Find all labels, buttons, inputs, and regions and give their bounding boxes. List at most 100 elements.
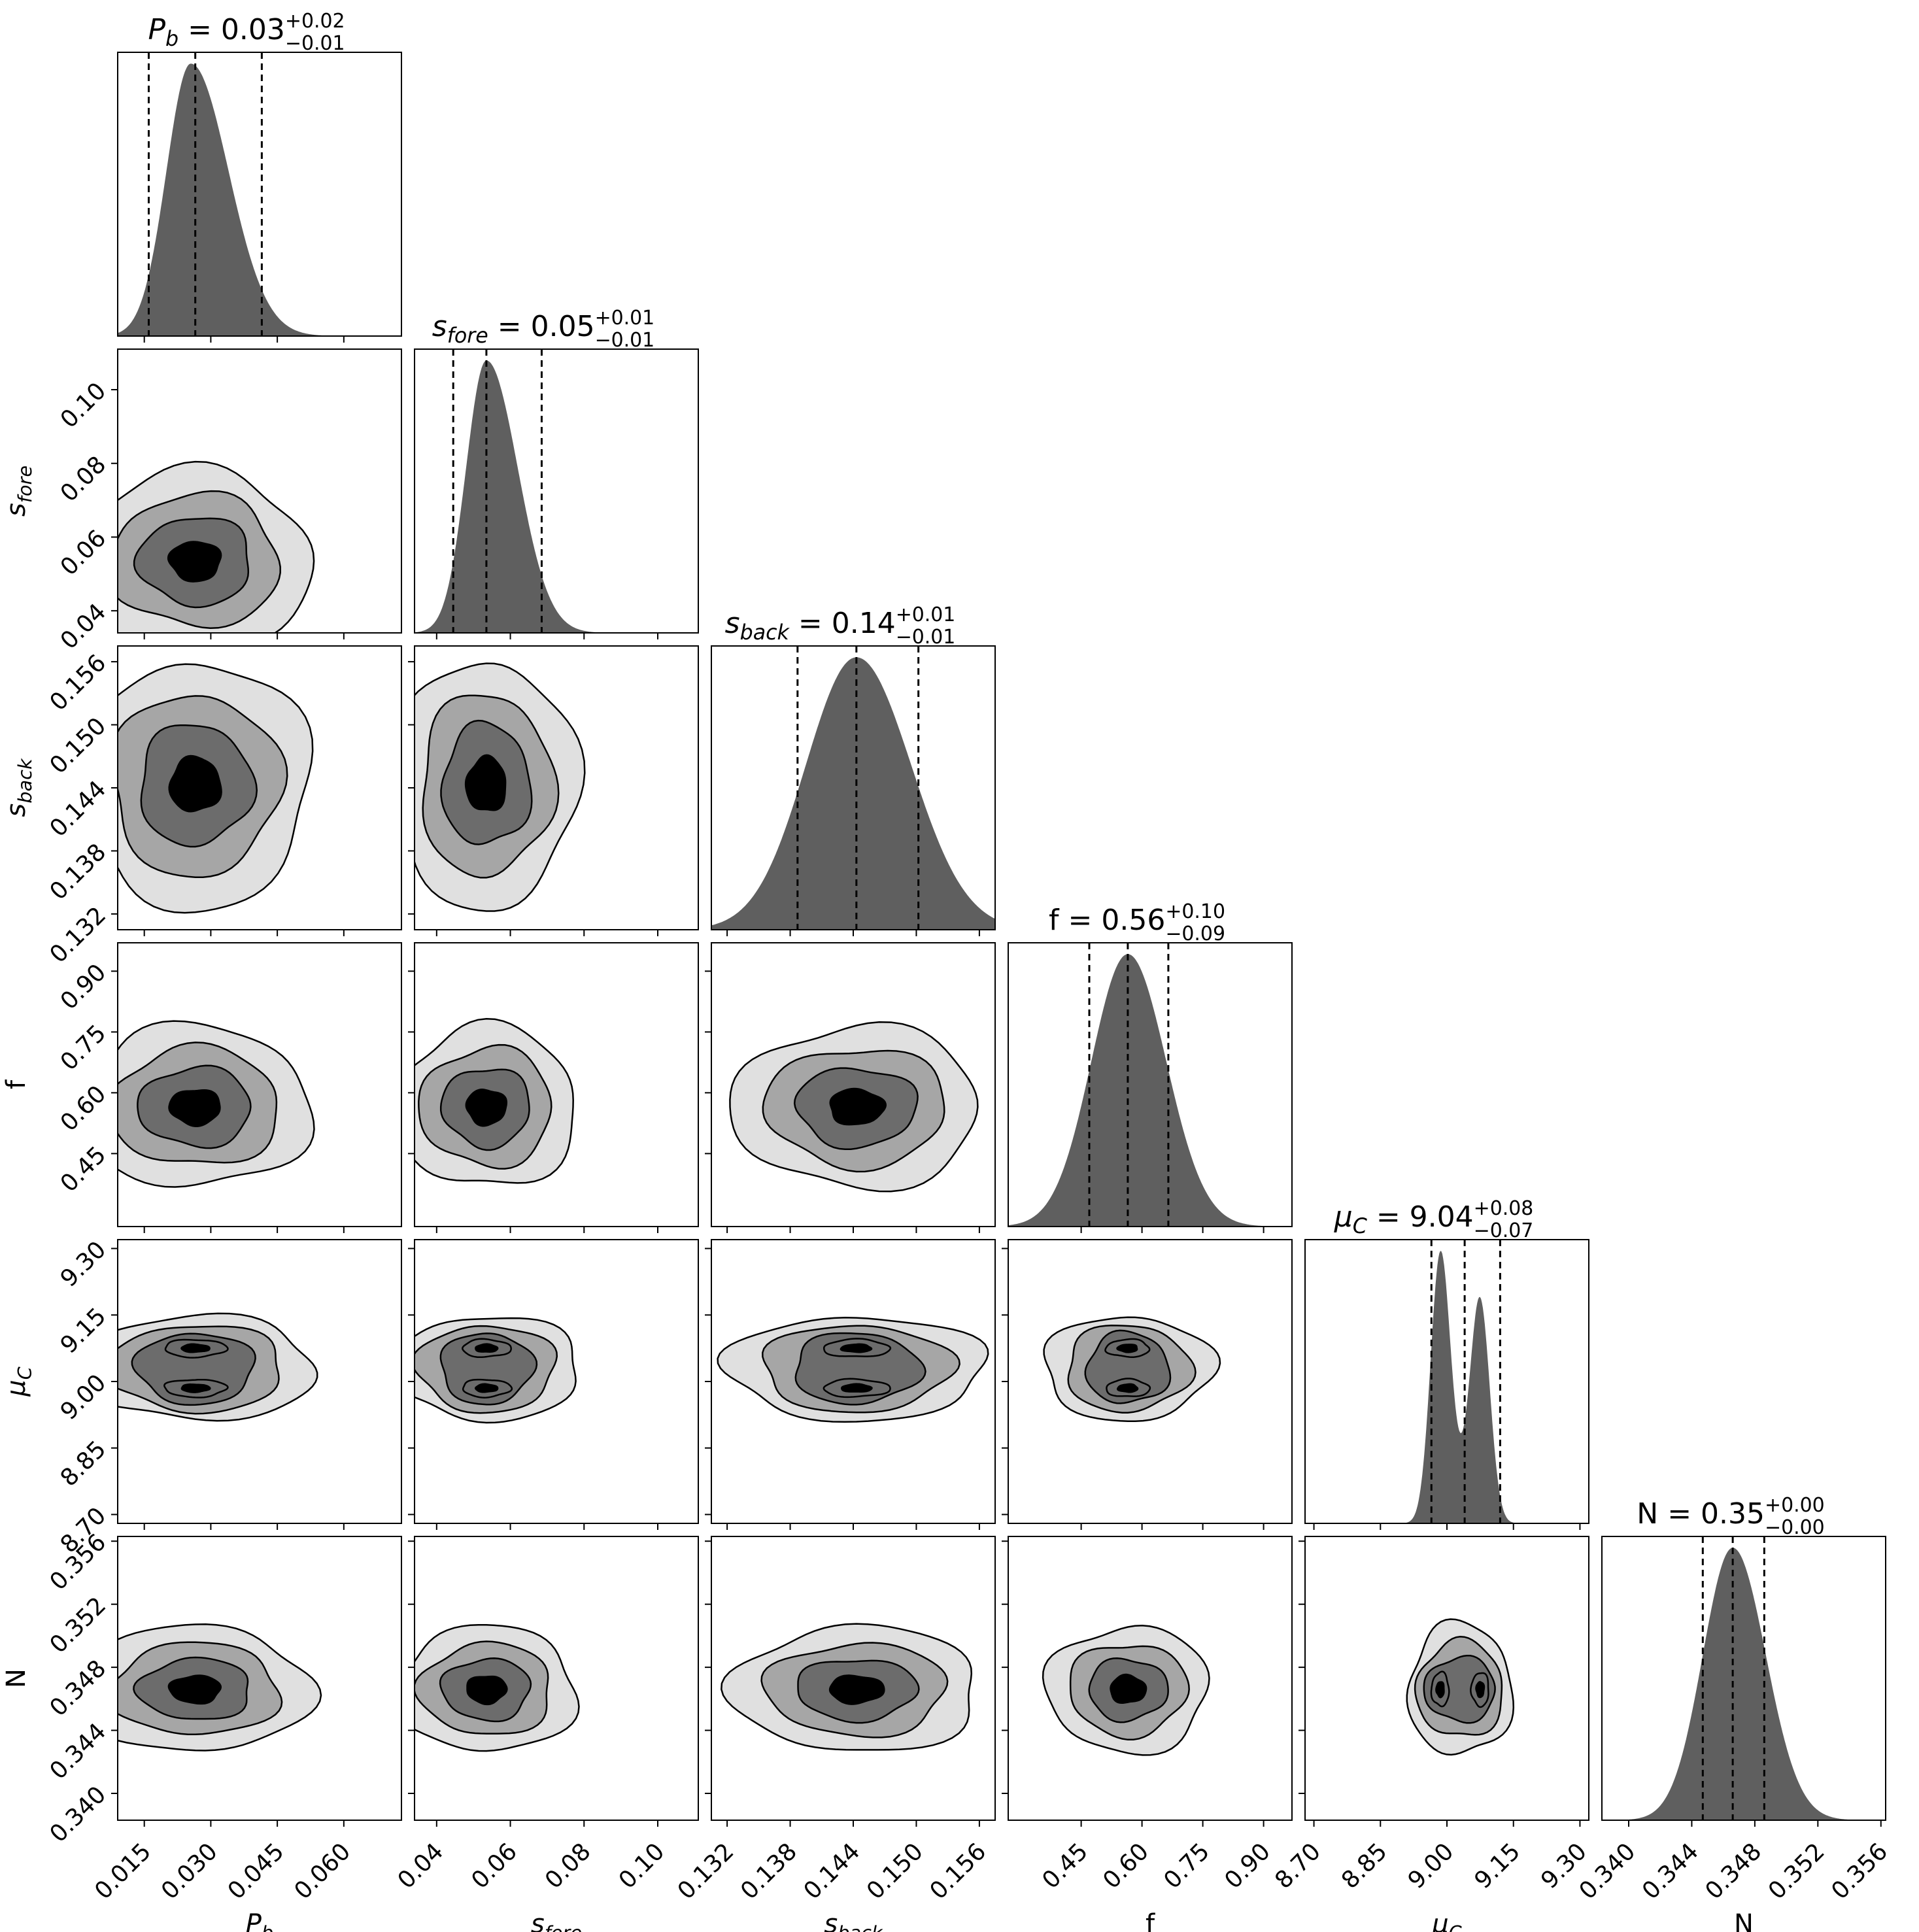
panel-frame: [117, 52, 402, 337]
x-tick-label-muC: 8.70: [1270, 1838, 1326, 1894]
x-tick-label-Pb: 0.015: [90, 1838, 156, 1905]
contour-peak-1: [840, 1343, 873, 1353]
y-tick-label-N: 0.352: [44, 1592, 111, 1659]
contour-peak-0: [1435, 1681, 1445, 1699]
contour-peak-0: [475, 1383, 499, 1393]
panel-frame: [1008, 1536, 1293, 1821]
contour-peak-1: [1475, 1681, 1486, 1699]
hist-N: [1602, 1548, 1886, 1820]
x-tick-label-sback: 0.156: [925, 1838, 991, 1905]
y-tick-label-f: 0.45: [56, 1142, 112, 1198]
y-tick-label-N: 0.344: [44, 1718, 111, 1785]
contour-panel-sback-muC: [717, 1317, 989, 1423]
hist-muC: [1305, 1251, 1589, 1523]
hist-sfore: [415, 360, 698, 633]
title-minus-N: −0.00: [1765, 1516, 1825, 1539]
hist-sback: [711, 657, 995, 930]
x-axis-label-f: f: [1146, 1909, 1155, 1932]
x-tick-label-sback: 0.144: [799, 1838, 866, 1905]
x-tick-label-f: 0.45: [1037, 1838, 1093, 1894]
contour-peak-0: [841, 1383, 873, 1393]
contour-panel-sfore-N: [415, 1623, 580, 1752]
hist-panel-sback: [711, 646, 995, 930]
title-f: f = 0.56+0.10: [1049, 900, 1225, 937]
title-minus-Pb: −0.01: [285, 32, 345, 55]
contour-panel-sfore-muC: [415, 1317, 577, 1424]
y-axis-label-muC: μC: [1, 1366, 36, 1397]
y-tick-label-sfore: 0.04: [56, 599, 112, 655]
y-tick-label-N: 0.340: [44, 1781, 111, 1848]
contour-peak-1: [180, 1343, 211, 1353]
x-axis-label-muC: μC: [1431, 1909, 1462, 1932]
y-tick-label-muC: 9.00: [56, 1369, 112, 1425]
x-tick-label-sback: 0.138: [736, 1838, 802, 1905]
title-sfore: sfore = 0.05+0.01: [432, 307, 654, 348]
title-minus-f: −0.09: [1165, 923, 1225, 945]
x-tick-label-sback: 0.132: [673, 1838, 739, 1905]
contour-panel-Pb-N: [118, 1623, 322, 1752]
x-tick-label-Pb: 0.030: [156, 1838, 223, 1905]
y-axis-label-N: N: [1, 1669, 31, 1688]
x-tick-label-Pb: 0.060: [289, 1838, 356, 1905]
contour-4: [464, 754, 507, 811]
x-tick-label-muC: 8.85: [1336, 1838, 1393, 1894]
hist-panel-muC: [1305, 1240, 1589, 1523]
panel-frame: [1008, 942, 1293, 1227]
title-muC: μC = 9.04+0.08: [1334, 1197, 1534, 1238]
title-N: N = 0.35+0.00: [1637, 1494, 1824, 1531]
contour-4: [829, 1087, 887, 1126]
y-tick-label-N: 0.348: [44, 1655, 111, 1721]
title-minus-muC: −0.07: [1474, 1219, 1534, 1242]
contour-4: [1110, 1673, 1147, 1704]
contour-4: [167, 541, 222, 583]
y-tick-label-sfore: 0.06: [56, 525, 112, 581]
title-minus-sback: −0.01: [896, 626, 956, 649]
contour-panel-Pb-f: [118, 1020, 315, 1188]
contour-panel-muC-N: [1406, 1618, 1515, 1756]
x-tick-label-sfore: 0.06: [466, 1838, 522, 1894]
contour-panel-f-muC: [1043, 1316, 1221, 1422]
x-tick-label-muC: 9.15: [1470, 1838, 1526, 1894]
y-axis-label-sback: sback: [1, 758, 36, 817]
contour-4: [168, 754, 222, 813]
contour-peak-0: [180, 1383, 211, 1393]
hist-Pb: [118, 63, 401, 336]
contour-panel-Pb-sback: [118, 663, 314, 914]
contour-peak-1: [475, 1343, 499, 1353]
panel-frame: [414, 1536, 699, 1821]
contour-4: [168, 1089, 221, 1128]
x-tick-label-muC: 9.00: [1403, 1838, 1459, 1894]
y-tick-label-sfore: 0.08: [56, 451, 112, 507]
y-tick-label-f: 0.75: [56, 1020, 112, 1076]
y-tick-label-sback: 0.132: [44, 902, 111, 968]
x-tick-label-Pb: 0.045: [223, 1838, 290, 1905]
contour-panel-Pb-sfore: [118, 460, 315, 633]
y-tick-label-muC: 9.30: [56, 1236, 112, 1293]
x-tick-label-N: 0.356: [1826, 1838, 1893, 1905]
y-tick-label-sback: 0.156: [44, 649, 111, 716]
x-tick-label-f: 0.60: [1098, 1838, 1154, 1894]
contour-4: [466, 1675, 508, 1706]
y-tick-label-sfore: 0.10: [56, 377, 112, 433]
x-axis-label-N: N: [1734, 1909, 1754, 1932]
panel-frame: [117, 348, 402, 634]
x-axis-label-sback: sback: [824, 1909, 883, 1932]
y-axis-label-f: f: [1, 1079, 31, 1089]
panel-frame: [117, 942, 402, 1227]
y-tick-label-muC: 8.85: [56, 1436, 112, 1492]
x-tick-label-f: 0.90: [1219, 1838, 1276, 1894]
x-tick-label-sfore: 0.04: [393, 1838, 449, 1894]
contour-panel-sback-f: [729, 1021, 979, 1193]
contour-4: [465, 1089, 508, 1127]
contour-peak-1: [1116, 1344, 1138, 1353]
x-tick-label-N: 0.340: [1574, 1838, 1641, 1905]
contour-panel-Pb-muC: [118, 1312, 318, 1422]
x-tick-label-N: 0.344: [1637, 1838, 1704, 1905]
panel-frame: [1601, 1536, 1886, 1821]
contour-4: [167, 1674, 222, 1705]
x-tick-label-f: 0.75: [1159, 1838, 1215, 1894]
y-tick-label-sback: 0.138: [44, 839, 111, 906]
hist-panel-sfore: [415, 349, 698, 633]
y-tick-label-sback: 0.144: [44, 775, 111, 842]
